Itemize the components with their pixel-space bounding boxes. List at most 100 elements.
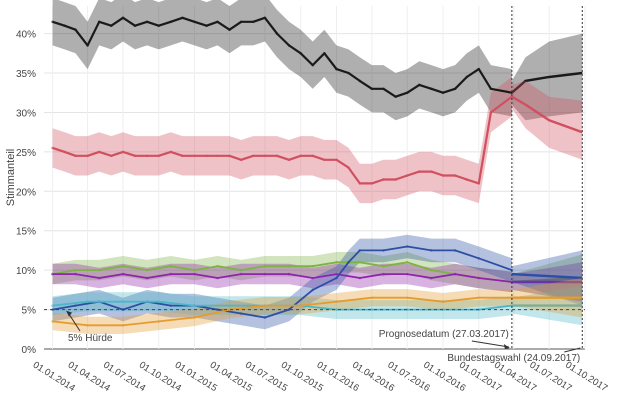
series-point — [169, 264, 173, 268]
series-point — [193, 272, 196, 276]
series-point — [263, 154, 267, 158]
series-band-2 — [52, 252, 512, 293]
prognose-arrowhead — [503, 344, 510, 349]
series-line-6 — [52, 296, 512, 327]
series-point — [109, 24, 113, 28]
series-point — [216, 20, 219, 24]
series-point — [86, 300, 89, 303]
series-point — [263, 16, 267, 20]
series-point — [97, 20, 101, 24]
y-tick-label: 15% — [16, 227, 36, 238]
y-tick-label: 20% — [16, 187, 36, 198]
y-axis-label: Stimmanteil — [5, 149, 17, 206]
series-point — [51, 20, 54, 24]
series-point — [465, 178, 469, 181]
series-point — [382, 249, 385, 252]
y-tick-label: 35% — [16, 69, 36, 80]
forecast-line-4 — [511, 272, 583, 280]
series-point — [287, 158, 291, 162]
series-point — [441, 300, 445, 303]
series-point — [382, 272, 385, 276]
series-point — [51, 272, 54, 276]
series-point — [193, 20, 196, 24]
series-point — [370, 182, 374, 185]
series-point — [216, 154, 219, 158]
series-point — [51, 146, 54, 150]
series-point — [228, 154, 231, 158]
series-point — [97, 276, 101, 280]
series-point — [109, 154, 113, 158]
y-tick-label: 25% — [16, 148, 36, 159]
series-point — [121, 150, 125, 154]
series-point — [335, 300, 338, 303]
series-point — [347, 166, 350, 169]
series-band-0 — [52, 0, 512, 121]
series-point — [335, 260, 338, 264]
y-tick-label: 5% — [22, 306, 37, 317]
series-point — [405, 272, 409, 276]
series-point — [394, 95, 397, 98]
series-point — [74, 268, 77, 272]
series-point — [453, 272, 457, 276]
series-point — [453, 87, 457, 91]
series-point — [169, 304, 173, 307]
series-point — [430, 276, 433, 280]
series-point — [405, 296, 409, 300]
series-point — [287, 308, 291, 311]
forecast-line-1 — [511, 95, 583, 134]
series-point — [239, 20, 243, 24]
series-line-3 — [52, 273, 513, 283]
series-point — [311, 288, 315, 292]
series-point — [239, 312, 243, 315]
series-point — [441, 308, 445, 311]
series-point — [394, 178, 397, 181]
series-point — [216, 308, 219, 311]
threshold-label: 5% Hürde — [68, 333, 113, 344]
series-point — [169, 150, 173, 154]
series-point — [489, 87, 493, 91]
series-point — [205, 154, 208, 158]
series-point — [263, 304, 267, 307]
y-tick-label: 0% — [22, 345, 37, 356]
series-point — [405, 260, 409, 264]
series-point — [251, 154, 255, 158]
series-point — [430, 249, 433, 252]
series-point — [335, 308, 338, 311]
series-point — [133, 154, 137, 158]
series-point — [86, 44, 89, 47]
threshold-arrowhead — [66, 310, 72, 317]
series-point — [418, 170, 421, 173]
series-point — [74, 304, 77, 307]
series-point — [86, 154, 89, 158]
series-point — [275, 154, 279, 158]
series-point — [97, 150, 101, 154]
series-point — [228, 308, 231, 311]
series-point — [311, 264, 315, 268]
series-point — [477, 276, 481, 280]
series-point — [358, 260, 362, 264]
series-point — [145, 20, 149, 24]
series-point — [335, 158, 338, 162]
series-point — [453, 174, 457, 177]
series-point — [358, 249, 362, 252]
series-point — [51, 320, 54, 323]
series-point — [477, 182, 481, 185]
series-point — [299, 52, 302, 55]
series-point — [335, 67, 338, 71]
series-point — [74, 154, 77, 158]
forecast-band-4 — [511, 250, 583, 306]
series-point — [239, 268, 243, 272]
series-point — [311, 63, 315, 67]
series-point — [347, 260, 350, 264]
series-point — [251, 20, 255, 24]
series-point — [382, 264, 385, 268]
series-point — [121, 272, 125, 276]
series-point — [335, 272, 338, 276]
series-point — [370, 296, 374, 300]
series-point — [63, 24, 66, 28]
series-point — [477, 296, 481, 300]
series-point — [382, 178, 385, 181]
series-point — [405, 308, 409, 311]
series-point — [63, 150, 66, 154]
